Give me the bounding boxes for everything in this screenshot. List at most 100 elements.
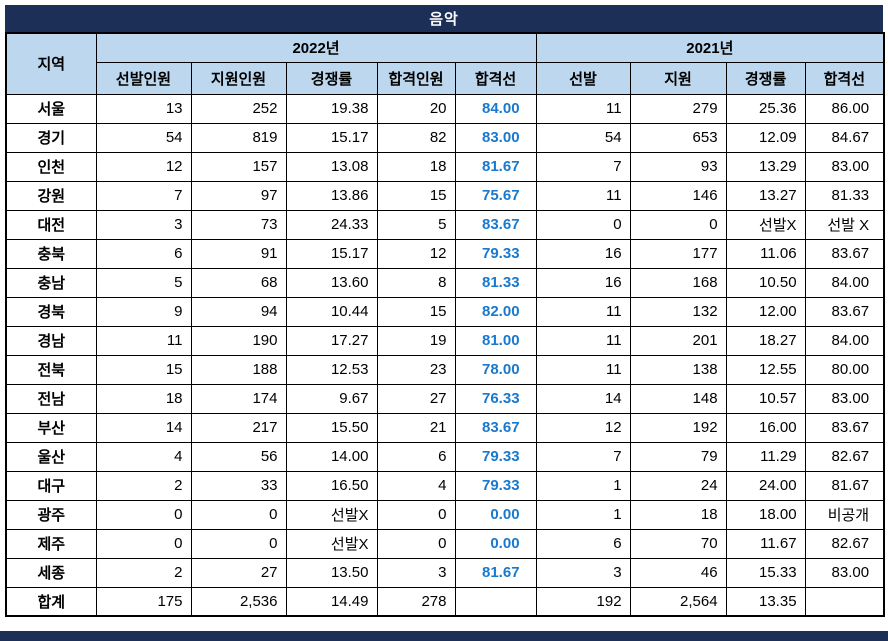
table-row: 경북 9 94 10.44 15 82.00 11 132 12.00 83.67 bbox=[5, 296, 885, 327]
value-cell: 82.67 bbox=[804, 441, 885, 472]
value-cell: 15.50 bbox=[285, 412, 378, 443]
value-cell: 13 bbox=[95, 93, 192, 124]
value-cell: 2,536 bbox=[190, 586, 287, 617]
value-cell: 84.67 bbox=[804, 122, 885, 153]
value-cell: 217 bbox=[190, 412, 287, 443]
value-cell: 2 bbox=[95, 557, 192, 588]
value-cell: 24.33 bbox=[285, 209, 378, 240]
value-cell: 83.00 bbox=[804, 383, 885, 414]
value-cell: 79.33 bbox=[454, 470, 537, 501]
value-cell: 12 bbox=[376, 238, 456, 269]
value-cell: 83.67 bbox=[454, 209, 537, 240]
table-row: 전북 15 188 12.53 23 78.00 11 138 12.55 80.00 bbox=[5, 354, 885, 385]
value-cell: 79.33 bbox=[454, 238, 537, 269]
table-row: 충북 6 91 15.17 12 79.33 16 177 11.06 83.67 bbox=[5, 238, 885, 269]
value-cell: 86.00 bbox=[804, 93, 885, 124]
value-cell: 157 bbox=[190, 151, 287, 182]
value-cell: 3 bbox=[535, 557, 631, 588]
value-cell: 5 bbox=[376, 209, 456, 240]
value-cell: 0 bbox=[190, 499, 287, 530]
value-cell: 7 bbox=[95, 180, 192, 211]
value-cell: 14 bbox=[95, 412, 192, 443]
header-region: 지역 bbox=[5, 32, 97, 95]
region-cell: 전남 bbox=[5, 383, 97, 414]
value-cell: 4 bbox=[95, 441, 192, 472]
value-cell: 11 bbox=[535, 325, 631, 356]
value-cell: 15 bbox=[376, 180, 456, 211]
region-cell: 제주 bbox=[5, 528, 97, 559]
value-cell: 16 bbox=[535, 238, 631, 269]
value-cell: 13.08 bbox=[285, 151, 378, 182]
value-cell: 0 bbox=[95, 499, 192, 530]
value-cell: 0 bbox=[535, 209, 631, 240]
value-cell: 16.00 bbox=[725, 412, 806, 443]
section-title-bar: 음악 bbox=[5, 5, 883, 32]
value-cell: 83.67 bbox=[804, 238, 885, 269]
value-cell: 14.00 bbox=[285, 441, 378, 472]
value-cell: 13.50 bbox=[285, 557, 378, 588]
value-cell: 3 bbox=[95, 209, 192, 240]
value-cell: 15.17 bbox=[285, 122, 378, 153]
header-2021-applied: 지원 bbox=[629, 61, 727, 95]
header-year-2022: 2022년 bbox=[95, 32, 537, 63]
value-cell: 81.67 bbox=[804, 470, 885, 501]
value-cell: 192 bbox=[629, 412, 727, 443]
value-cell: 93 bbox=[629, 151, 727, 182]
value-cell: 19.38 bbox=[285, 93, 378, 124]
value-cell: 15.17 bbox=[285, 238, 378, 269]
header-2022-cutoff: 합격선 bbox=[454, 61, 537, 95]
value-cell: 0.00 bbox=[454, 499, 537, 530]
value-cell: 79.33 bbox=[454, 441, 537, 472]
table-row: 광주 0 0 선발X 0 0.00 1 18 18.00 비공개 bbox=[5, 499, 885, 530]
value-cell: 2,564 bbox=[629, 586, 727, 617]
value-cell: 12 bbox=[95, 151, 192, 182]
value-cell: 21 bbox=[376, 412, 456, 443]
value-cell: 132 bbox=[629, 296, 727, 327]
value-cell: 81.67 bbox=[454, 151, 537, 182]
value-cell: 81.00 bbox=[454, 325, 537, 356]
table-row: 강원 7 97 13.86 15 75.67 11 146 13.27 81.33 bbox=[5, 180, 885, 211]
value-cell: 82 bbox=[376, 122, 456, 153]
region-cell: 서울 bbox=[5, 93, 97, 124]
value-cell: 16 bbox=[535, 267, 631, 298]
region-cell: 강원 bbox=[5, 180, 97, 211]
value-cell: 5 bbox=[95, 267, 192, 298]
value-cell: 56 bbox=[190, 441, 287, 472]
value-cell: 3 bbox=[376, 557, 456, 588]
table-row: 대구 2 33 16.50 4 79.33 1 24 24.00 81.67 bbox=[5, 470, 885, 501]
table-row: 인천 12 157 13.08 18 81.67 7 93 13.29 83.00 bbox=[5, 151, 885, 182]
header-2022-passed: 합격인원 bbox=[376, 61, 456, 95]
value-cell: 14 bbox=[535, 383, 631, 414]
value-cell: 83.67 bbox=[454, 412, 537, 443]
value-cell: 선발X bbox=[285, 499, 378, 530]
value-cell: 18.27 bbox=[725, 325, 806, 356]
value-cell: 6 bbox=[535, 528, 631, 559]
value-cell: 선발X bbox=[725, 209, 806, 240]
value-cell: 653 bbox=[629, 122, 727, 153]
value-cell: 83.00 bbox=[804, 557, 885, 588]
header-2022-applied: 지원인원 bbox=[190, 61, 287, 95]
region-cell: 충남 bbox=[5, 267, 97, 298]
value-cell: 24.00 bbox=[725, 470, 806, 501]
header-2022-ratio: 경쟁률 bbox=[285, 61, 378, 95]
value-cell: 18 bbox=[376, 151, 456, 182]
value-cell: 75.67 bbox=[454, 180, 537, 211]
value-cell: 80.00 bbox=[804, 354, 885, 385]
table-row: 전남 18 174 9.67 27 76.33 14 148 10.57 83.00 bbox=[5, 383, 885, 414]
value-cell: 비공개 bbox=[804, 499, 885, 530]
value-cell: 83.00 bbox=[454, 122, 537, 153]
value-cell: 97 bbox=[190, 180, 287, 211]
value-cell: 54 bbox=[535, 122, 631, 153]
value-cell: 83.67 bbox=[804, 412, 885, 443]
value-cell: 81.33 bbox=[454, 267, 537, 298]
value-cell: 7 bbox=[535, 441, 631, 472]
value-cell: 27 bbox=[376, 383, 456, 414]
table-row: 제주 0 0 선발X 0 0.00 6 70 11.67 82.67 bbox=[5, 528, 885, 559]
value-cell: 11 bbox=[535, 296, 631, 327]
region-cell: 합계 bbox=[5, 586, 97, 617]
value-cell: 0 bbox=[190, 528, 287, 559]
value-cell: 11 bbox=[535, 93, 631, 124]
value-cell: 12.53 bbox=[285, 354, 378, 385]
value-cell: 2 bbox=[95, 470, 192, 501]
value-cell: 278 bbox=[376, 586, 456, 617]
